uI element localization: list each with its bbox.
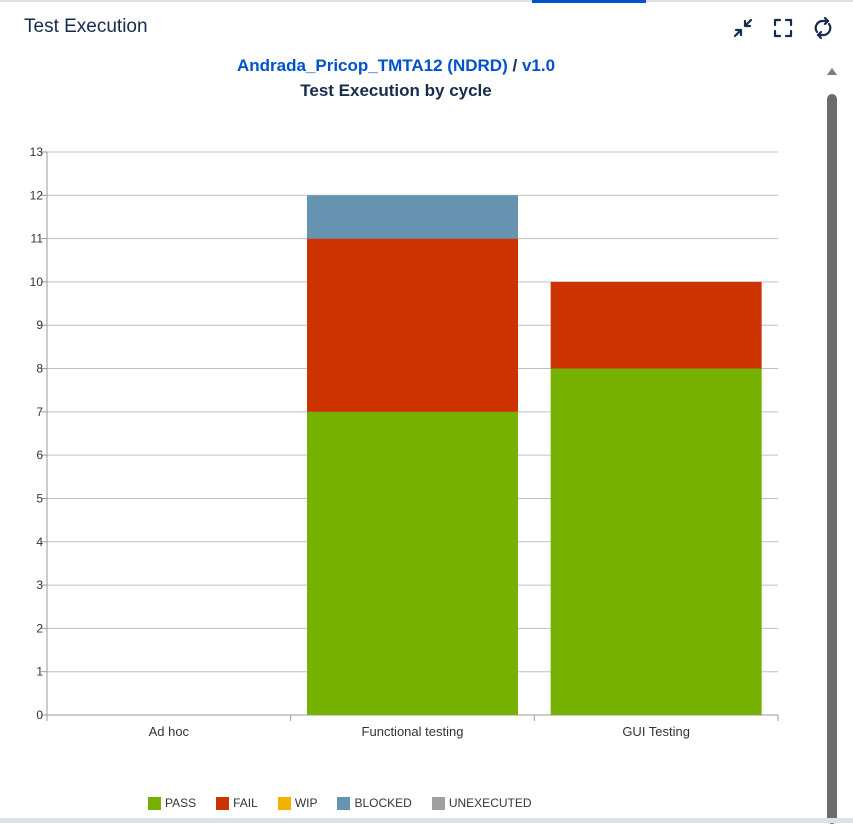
chart-heading: Andrada_Pricop_TMTA12 (NDRD) / v1.0: [0, 56, 792, 76]
panel-bottom-border: [0, 818, 853, 823]
scroll-up-arrow-icon[interactable]: [827, 68, 837, 75]
y-tick-label: 8: [36, 362, 43, 376]
legend-label: BLOCKED: [354, 796, 412, 810]
version-link[interactable]: v1.0: [521, 56, 556, 75]
legend-label: WIP: [294, 796, 318, 810]
y-tick-label: 2: [36, 621, 43, 635]
bar-pass-functional-testing: [307, 411, 518, 715]
legend-swatch: [148, 796, 161, 810]
vertical-scrollbar[interactable]: [824, 62, 840, 824]
y-tick-label: 11: [31, 232, 44, 246]
x-tick-label: Functional testing: [362, 724, 464, 739]
scroll-thumb[interactable]: [827, 94, 837, 824]
y-tick-label: 5: [36, 491, 43, 505]
bar-fail-gui-testing: [550, 281, 762, 369]
active-tab-indicator: [532, 0, 646, 3]
legend-item-wip[interactable]: WIP: [277, 796, 318, 810]
legend-item-unexecuted[interactable]: UNEXECUTED: [431, 796, 532, 810]
y-tick-label: 1: [36, 665, 43, 679]
x-tick-label: GUI Testing: [622, 724, 690, 739]
y-tick-label: 7: [36, 405, 43, 419]
panel-top-border: [0, 0, 853, 2]
x-tick-label: Ad hoc: [149, 724, 190, 739]
legend-swatch: [277, 796, 291, 810]
y-tick-label: 9: [36, 318, 43, 332]
bar-pass-gui-testing: [550, 368, 762, 715]
y-tick-label: 4: [36, 535, 43, 549]
y-tick-label: 10: [30, 275, 44, 289]
y-tick-label: 13: [30, 145, 44, 159]
legend-item-fail[interactable]: FAIL: [216, 796, 258, 810]
legend-swatch: [431, 796, 445, 810]
legend-item-blocked[interactable]: BLOCKED: [337, 796, 412, 810]
refresh-button[interactable]: [809, 14, 837, 42]
legend-swatch: [216, 796, 230, 810]
y-tick-label: 12: [30, 188, 44, 202]
refresh-icon: [814, 16, 832, 40]
legend-label: PASS: [165, 796, 197, 810]
legend-label: UNEXECUTED: [448, 796, 532, 810]
fullscreen-button[interactable]: [769, 14, 797, 42]
chart-subtitle: Test Execution by cycle: [300, 81, 492, 100]
legend-item-pass[interactable]: PASS: [148, 796, 196, 810]
legend-label: FAIL: [233, 796, 258, 810]
collapse-button[interactable]: [729, 14, 757, 42]
chart-legend: PASS FAIL WIP BLOCKED UNEXECUTED: [148, 796, 552, 810]
y-tick-label: 0: [36, 708, 43, 722]
heading-separator: /: [512, 56, 518, 75]
collapse-icon: [733, 18, 753, 38]
gadget-title: Test Execution: [24, 16, 148, 37]
y-tick-label: 6: [36, 448, 43, 462]
legend-swatch: [337, 796, 351, 810]
project-link[interactable]: Andrada_Pricop_TMTA12 (NDRD): [236, 56, 508, 75]
bar-blocked-functional-testing: [307, 195, 518, 239]
y-tick-label: 3: [36, 578, 43, 592]
bar-fail-functional-testing: [307, 238, 518, 412]
fullscreen-icon: [773, 18, 793, 38]
